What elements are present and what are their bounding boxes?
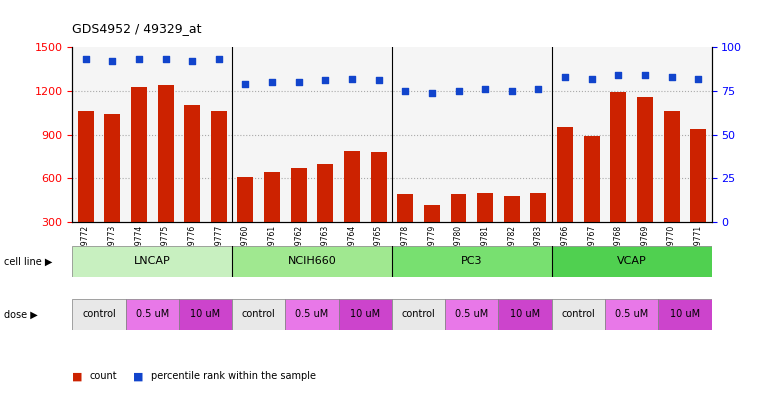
Point <box>293 79 305 85</box>
Bar <box>72 246 232 277</box>
Bar <box>664 111 680 266</box>
Text: GDS4952 / 49329_at: GDS4952 / 49329_at <box>72 22 202 35</box>
Point <box>426 90 438 96</box>
Point <box>160 56 172 62</box>
Bar <box>392 299 445 330</box>
Point <box>266 79 279 85</box>
Text: PC3: PC3 <box>461 256 482 266</box>
Bar <box>445 299 498 330</box>
Point <box>639 72 651 78</box>
Bar <box>131 86 147 266</box>
Text: 0.5 uM: 0.5 uM <box>135 309 169 320</box>
Point <box>506 88 518 94</box>
Bar <box>158 85 174 266</box>
Text: 0.5 uM: 0.5 uM <box>295 309 329 320</box>
Bar <box>317 164 333 266</box>
Bar <box>451 195 466 266</box>
Bar <box>78 111 94 266</box>
Bar <box>504 196 520 266</box>
Point <box>479 86 492 92</box>
Bar <box>126 299 179 330</box>
Bar <box>237 177 253 266</box>
Text: 0.5 uM: 0.5 uM <box>455 309 489 320</box>
Text: NCIH660: NCIH660 <box>288 256 336 266</box>
Bar <box>498 299 552 330</box>
Bar <box>557 127 573 266</box>
Text: ■: ■ <box>72 371 83 381</box>
Text: control: control <box>242 309 275 320</box>
Bar <box>184 105 200 266</box>
Bar <box>552 246 712 277</box>
Text: control: control <box>402 309 435 320</box>
Bar <box>285 299 339 330</box>
Bar <box>72 299 126 330</box>
Bar <box>344 151 360 266</box>
Point <box>666 74 678 80</box>
Text: LNCAP: LNCAP <box>134 256 170 266</box>
Point <box>240 81 252 87</box>
Text: control: control <box>82 309 116 320</box>
Bar <box>392 246 552 277</box>
Bar <box>232 299 285 330</box>
Bar <box>179 299 232 330</box>
Point <box>400 88 412 94</box>
Bar <box>552 299 605 330</box>
Text: VCAP: VCAP <box>616 256 647 266</box>
Point <box>80 56 92 62</box>
Text: 10 uM: 10 uM <box>510 309 540 320</box>
Point <box>320 77 332 84</box>
Bar <box>371 152 387 266</box>
Bar <box>397 195 413 266</box>
Text: 10 uM: 10 uM <box>350 309 380 320</box>
Bar <box>104 114 120 266</box>
Text: cell line ▶: cell line ▶ <box>4 256 53 266</box>
Point <box>186 58 199 64</box>
Point <box>213 56 225 62</box>
Text: ■: ■ <box>133 371 144 381</box>
Bar <box>658 299 712 330</box>
Point <box>133 56 145 62</box>
Bar <box>584 136 600 266</box>
Point <box>373 77 385 84</box>
Point <box>693 75 705 82</box>
Point <box>612 72 624 78</box>
Text: percentile rank within the sample: percentile rank within the sample <box>151 371 316 381</box>
Bar <box>610 92 626 266</box>
Point <box>586 75 598 82</box>
Text: control: control <box>562 309 595 320</box>
Bar <box>605 299 658 330</box>
Bar <box>690 129 706 266</box>
Bar <box>264 173 280 266</box>
Bar <box>339 299 392 330</box>
Point <box>533 86 545 92</box>
Text: 10 uM: 10 uM <box>670 309 700 320</box>
Text: 10 uM: 10 uM <box>190 309 221 320</box>
Point <box>346 75 358 82</box>
Bar <box>424 204 440 266</box>
Point <box>107 58 119 64</box>
Point <box>559 74 571 80</box>
Text: count: count <box>89 371 116 381</box>
Text: dose ▶: dose ▶ <box>4 309 37 320</box>
Text: 0.5 uM: 0.5 uM <box>615 309 648 320</box>
Point <box>453 88 465 94</box>
Bar <box>211 111 227 266</box>
Bar <box>637 97 653 266</box>
Bar <box>291 168 307 266</box>
Bar <box>477 193 493 266</box>
Bar <box>530 193 546 266</box>
Bar <box>232 246 392 277</box>
